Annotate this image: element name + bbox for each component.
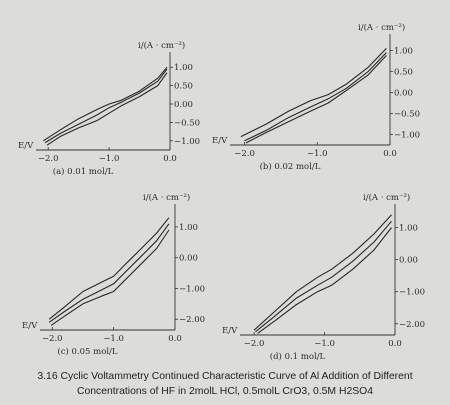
cv-curve-2 xyxy=(255,220,392,333)
panel-b: −2.0 −1.0 0.0 1.00 0.50 0.00 −0.50 −1.00 E/V i/(A… xyxy=(212,22,420,172)
x-tick-label: −2.0 xyxy=(234,149,255,159)
y-tick-label: 1.00 xyxy=(174,63,193,73)
x-tick-label: 0.0 xyxy=(168,334,182,344)
y-tick-label: −1.00 xyxy=(394,131,420,141)
cv-curve-3 xyxy=(46,72,168,146)
panel-c: −2.0 −1.0 0.0 1.00 0.00 −1.00 −2.00 E/V i/(A · c… xyxy=(22,192,205,357)
x-tick-label: 0.0 xyxy=(383,149,397,159)
panel-subtitle: (a) 0.01 mol/L xyxy=(53,166,114,177)
caption-line-1: 3.16 Cyclic Voltammetry Continued Charac… xyxy=(37,371,413,382)
panel-subtitle: (b) 0.02 mol/L xyxy=(260,161,321,172)
y-tick-label: −1.00 xyxy=(174,137,200,147)
y-tick-label: 0.00 xyxy=(399,256,418,266)
cv-curve-2 xyxy=(44,68,168,144)
cv-curve-3 xyxy=(257,227,392,334)
y-axis-label: i/(A · cm⁻²) xyxy=(138,40,185,51)
cv-curve-1 xyxy=(48,217,170,320)
x-tick-label: 0.0 xyxy=(388,339,402,349)
y-tick-label: 0.50 xyxy=(174,82,193,92)
x-tick-label: −1.0 xyxy=(103,334,124,344)
y-axis-label: i/(A · cm⁻²) xyxy=(363,192,410,203)
y-axis-label: i/(A · cm⁻²) xyxy=(358,22,405,33)
y-tick-label: −1.00 xyxy=(179,284,205,294)
x-axis-label: E/V xyxy=(18,141,34,151)
y-tick-label: −1.00 xyxy=(399,288,425,298)
y-tick-label: 1.00 xyxy=(179,223,198,233)
x-tick-label: −2.0 xyxy=(42,334,63,344)
cv-curve-1 xyxy=(43,66,168,142)
cv-curve-1 xyxy=(240,48,387,138)
panel-d: −2.0 −1.0 0.0 1.00 0.00 −1.00 −2.00 E/V i/(A · c… xyxy=(222,192,425,362)
y-tick-label: 0.50 xyxy=(394,68,413,78)
y-tick-label: 0.00 xyxy=(394,89,413,99)
figure-caption: 3.16 Cyclic Voltammetry Continued Charac… xyxy=(8,369,442,399)
y-tick-label: −2.00 xyxy=(179,315,205,325)
x-axis-label: E/V xyxy=(212,136,228,146)
x-axis-label: E/V xyxy=(222,326,238,336)
cv-curve-2 xyxy=(48,223,170,323)
panel-subtitle: (c) 0.05 mol/L xyxy=(57,346,117,357)
caption-line-2: Concentrations of HF in 2molL HCl, 0.5mo… xyxy=(76,386,374,397)
x-tick-label: 0.0 xyxy=(163,154,177,164)
cv-curve-1 xyxy=(253,214,392,331)
y-tick-label: −2.00 xyxy=(399,320,425,330)
cv-curve-3 xyxy=(50,229,170,326)
x-tick-label: −2.0 xyxy=(244,339,265,349)
x-tick-label: −2.0 xyxy=(38,154,59,164)
x-tick-label: −1.0 xyxy=(307,149,328,159)
y-tick-label: 1.00 xyxy=(399,224,418,234)
panel-subtitle: (d) 0.1 mol/L xyxy=(270,351,326,362)
y-tick-label: 0.00 xyxy=(179,254,198,264)
panel-a: −2.0 −1.0 0.0 1.00 0.50 0.00 −0.50 −1.00 E/V i/(A… xyxy=(18,40,200,177)
x-axis-label: E/V xyxy=(22,321,38,331)
x-tick-label: −1.0 xyxy=(314,339,335,349)
x-tick-label: −1.0 xyxy=(99,154,120,164)
y-tick-label: −0.50 xyxy=(394,110,420,120)
y-tick-label: −0.50 xyxy=(174,118,200,128)
y-tick-label: 0.00 xyxy=(174,100,193,110)
y-tick-label: 1.00 xyxy=(394,47,413,57)
cv-curve-2 xyxy=(244,52,387,142)
y-axis-label: i/(A · cm⁻²) xyxy=(143,192,190,203)
cv-curve-3 xyxy=(245,55,387,144)
